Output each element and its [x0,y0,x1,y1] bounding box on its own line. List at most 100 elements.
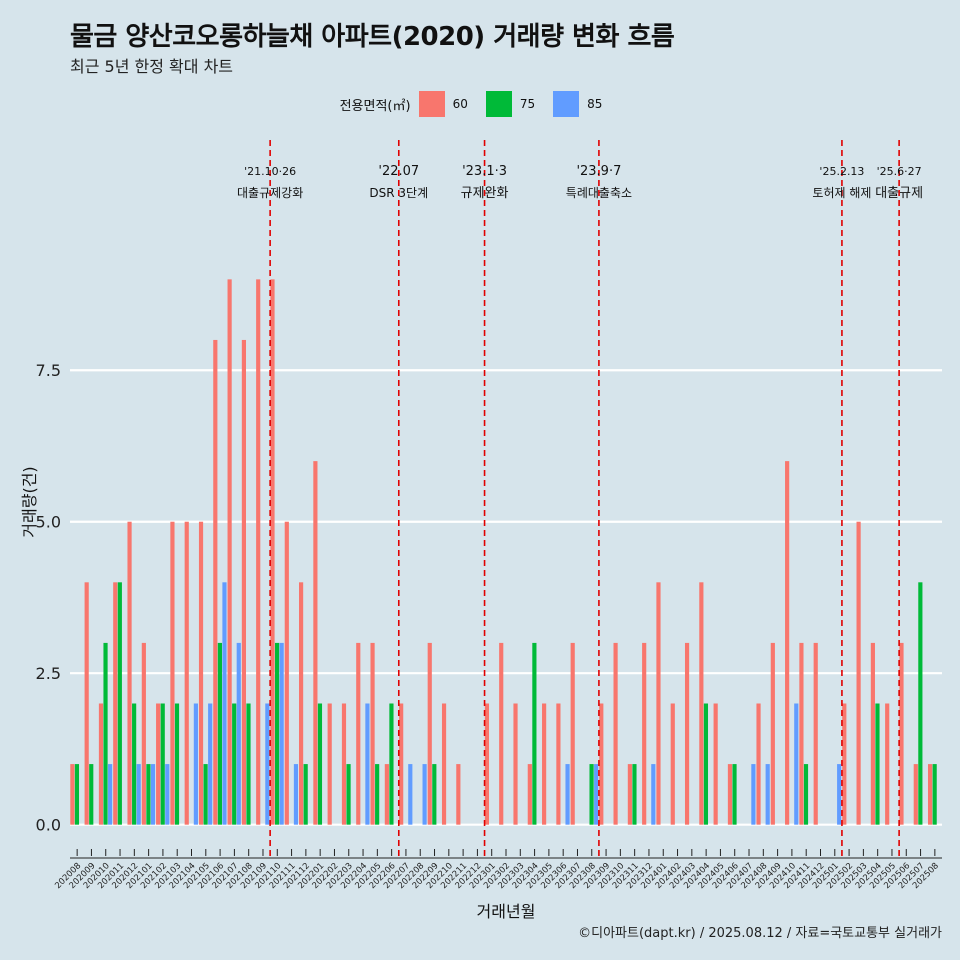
bar-60 [499,642,504,825]
bar-75 [803,764,809,825]
event-date-label: '25.6·27 [877,165,922,178]
bar-60 [799,642,804,825]
y-tick-label: 0.0 [36,816,61,835]
bar-60 [370,642,375,825]
legend-key-75 [485,91,512,117]
bar-60 [256,279,261,825]
bar-60 [156,703,161,825]
bar-75 [875,703,880,825]
bar-60 [570,642,575,825]
bar-60 [427,642,432,825]
bar-75 [232,703,237,825]
bar-85 [293,764,299,825]
bar-60 [684,642,690,825]
bar-85 [651,764,656,825]
event-name-label: 대출규제강화 [237,186,303,200]
bar-75 [274,642,280,825]
bar-60 [113,582,118,825]
chart-subtitle: 최근 5년 한정 확대 차트 [70,57,234,76]
bar-60 [542,703,547,825]
bar-60 [656,582,661,825]
bar-60 [284,521,289,825]
bar-85 [765,764,770,825]
x-axis-title: 거래년월 [476,902,536,921]
bar-85 [408,764,413,825]
bar-85 [594,764,599,825]
bar-85 [565,764,570,825]
bar-75 [703,703,709,825]
bar-85 [208,703,213,825]
legend: 전용면적(㎡) 60 75 85 [0,91,960,117]
bar-75 [89,764,94,825]
bar-60 [98,703,104,825]
y-tick-label: 5.0 [36,513,61,532]
bar-60 [484,703,490,825]
bar-75 [246,703,251,825]
event-date-label: '25.2.13 [819,165,864,178]
bar-60 [842,703,847,825]
bar-60 [556,703,561,825]
bar-60 [356,642,361,825]
bar-60 [456,764,461,825]
bar-60 [770,642,775,825]
legend-key-85 [553,91,580,117]
bar-85 [279,642,284,825]
bar-85 [165,764,170,825]
bar-60 [399,703,404,825]
bar-60 [727,764,733,825]
bar-60 [856,521,861,825]
bar-75 [117,582,122,825]
event-name-label: 규제완화 [461,186,509,201]
bar-60 [299,582,304,825]
bar-60 [670,703,675,825]
legend-label-60: 60 [452,97,468,111]
bar-60 [198,521,204,825]
bar-75 [932,764,937,825]
bar-60 [70,764,75,825]
bar-60 [327,703,332,825]
bar-75 [389,703,394,825]
bar-60 [870,642,875,825]
bar-60 [184,521,189,825]
bar-75 [375,764,380,825]
bar-75 [632,764,637,825]
bar-85 [837,764,842,825]
bar-75 [160,703,165,825]
event-date-label: '22.07 [378,164,419,179]
event-name-label: 대출규제 [875,186,923,201]
bar-75 [132,703,137,825]
bar-60 [270,279,275,825]
bar-85 [265,703,270,825]
bar-60 [613,642,618,825]
bar-60 [513,703,518,825]
event-date-label: '23.9·7 [576,164,621,179]
legend-label-85: 85 [587,97,603,111]
bar-60 [927,764,933,825]
event-date-label: '21.10·26 [244,165,296,178]
bar-60 [627,764,632,825]
y-tick-label: 2.5 [36,664,61,683]
bar-60 [141,642,146,825]
chart-title: 물금 양산코오롱하늘채 아파트(2020) 거래량 변화 흐름 [70,22,675,52]
bar-75 [432,764,437,825]
source-caption: ©디아파트(dapt.kr) / 2025.08.12 / 자료=국토교통부 실… [578,926,942,941]
bar-60 [127,521,132,825]
bar-60 [699,582,704,825]
bar-85 [222,582,227,825]
bar-60 [527,764,532,825]
bar-60 [785,461,790,825]
bar-60 [341,703,347,825]
bar-60 [84,582,89,825]
bar-60 [913,764,918,825]
bar-60 [227,279,232,825]
bar-85 [365,703,370,825]
bar-85 [150,764,156,825]
bar-60 [213,339,218,825]
bar-75 [346,764,351,825]
legend-title: 전용면적(㎡) [339,98,411,114]
bar-60 [899,642,904,825]
bar-75 [103,642,108,825]
event-date-label: '23.1·3 [462,164,507,179]
bar-75 [203,764,208,825]
bar-60 [756,703,761,825]
